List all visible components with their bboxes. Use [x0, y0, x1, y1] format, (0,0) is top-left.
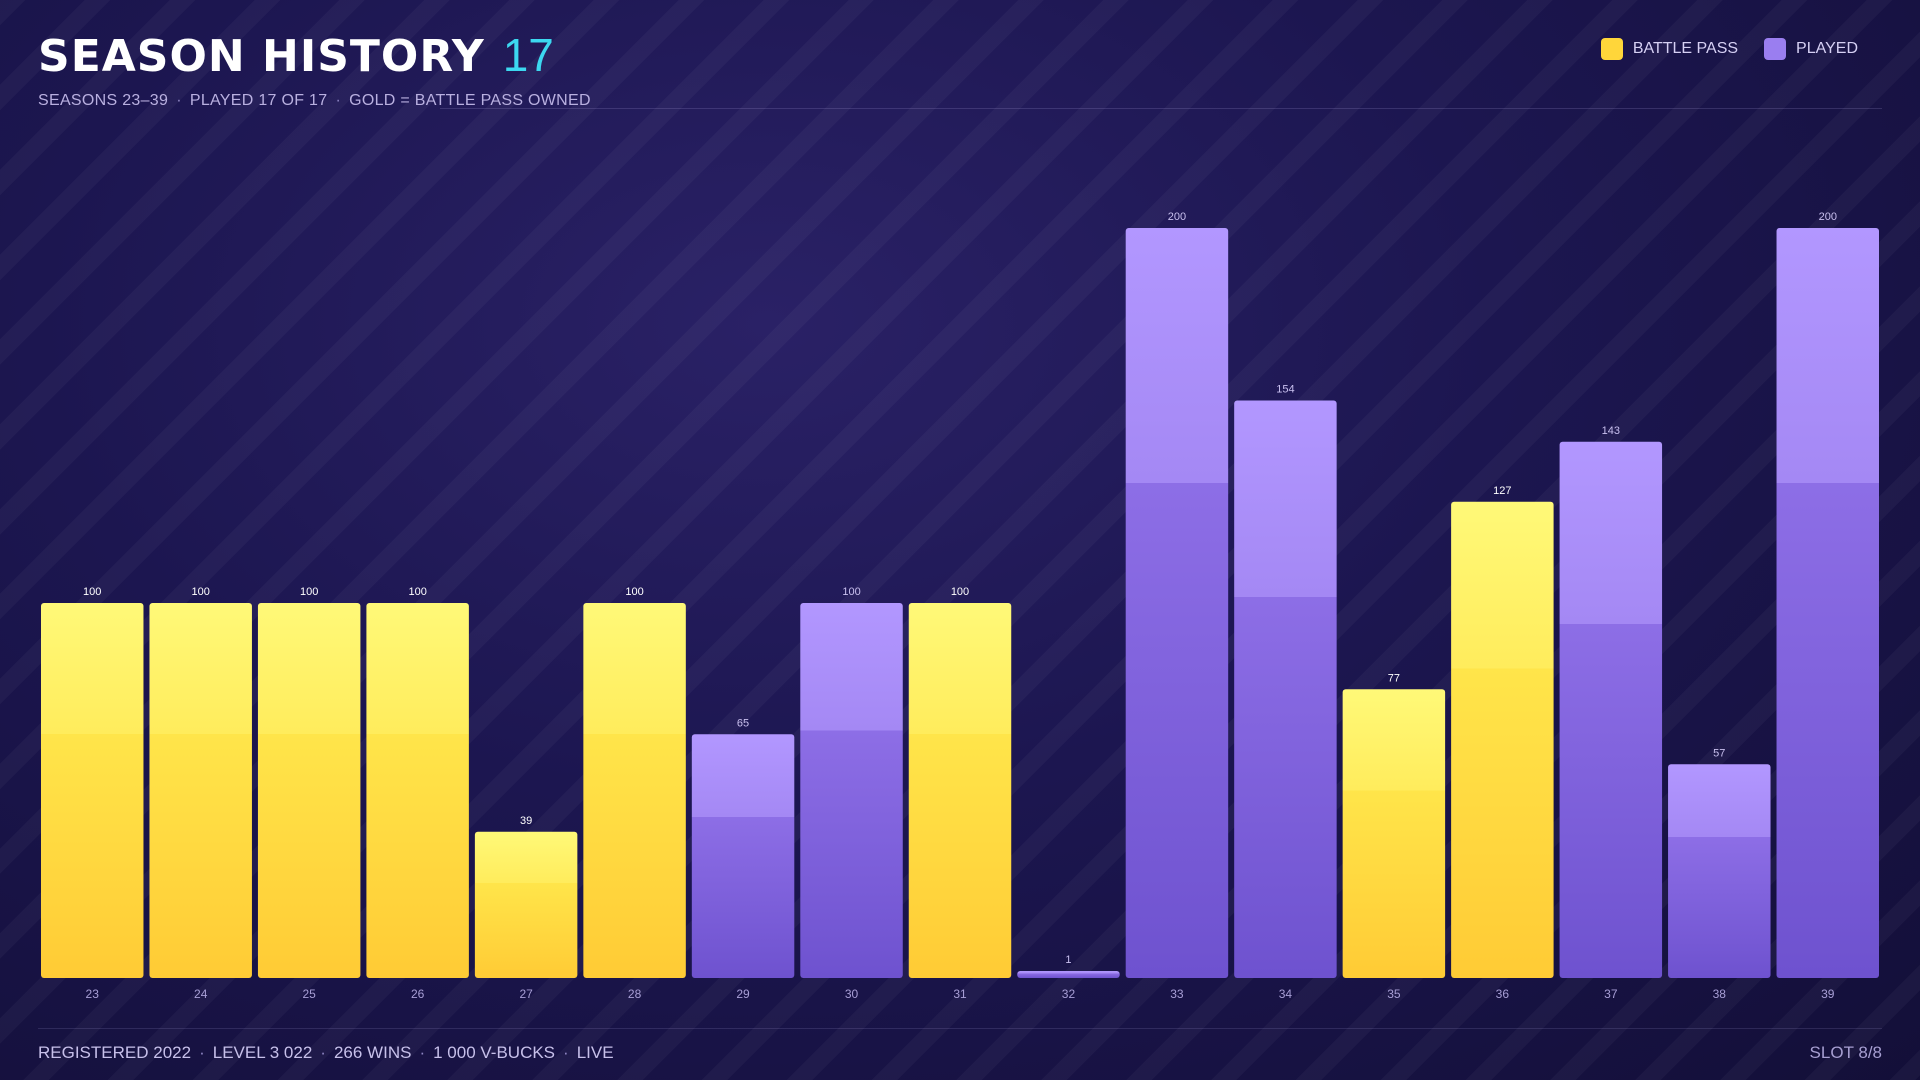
- footer-slot: SLOT 8/8: [1809, 1043, 1882, 1062]
- bar-value-label: 100: [842, 586, 860, 598]
- legend-item-battle-pass: BATTLE PASS: [1600, 38, 1739, 60]
- bar-value-label: 100: [951, 586, 969, 598]
- chart-legend: BATTLE PASS PLAYED: [1600, 38, 1858, 60]
- x-tick-label: 24: [194, 987, 208, 1001]
- footer-status: LIVE: [576, 1043, 614, 1062]
- season-count: 17: [502, 29, 554, 81]
- bar-value-label: 200: [1819, 211, 1837, 223]
- bar-season-30: [800, 603, 903, 978]
- subtitle-played: PLAYED 17 OF 17: [189, 92, 328, 109]
- footer-stats: REGISTERED 2022 · LEVEL 3 022 · 266 WINS · 1 0…: [38, 1043, 614, 1063]
- bar-value-label: 1: [1065, 954, 1071, 966]
- bar-value-label: 100: [300, 586, 318, 598]
- x-tick-label: 30: [845, 987, 859, 1001]
- bar-season-35: [1342, 689, 1446, 978]
- bar-season-38: [1668, 764, 1771, 978]
- legend-swatch-battle-pass: [1600, 38, 1623, 60]
- legend-label-played: PLAYED: [1796, 40, 1858, 57]
- bar-season-27: [474, 831, 578, 978]
- bar-season-28: [583, 603, 686, 978]
- x-tick-label: 37: [1604, 987, 1618, 1001]
- footer-separator: ·: [320, 1043, 326, 1062]
- subtitle-separator: ·: [335, 92, 342, 109]
- header: SEASON HISTORY 17: [38, 28, 554, 82]
- bar-value-label: 100: [192, 586, 210, 598]
- x-tick-label: 29: [736, 987, 750, 1001]
- bar-value-label: 100: [83, 586, 101, 598]
- footer-level: LEVEL 3 022: [212, 1043, 313, 1062]
- x-tick-label: 27: [519, 987, 533, 1001]
- bar-season-36: [1451, 501, 1554, 978]
- bar-season-39: [1776, 228, 1879, 978]
- header-divider: [440, 108, 1882, 109]
- bar-value-label: 200: [1168, 211, 1186, 223]
- bar-season-25: [257, 603, 361, 978]
- x-tick-label: 31: [953, 987, 967, 1001]
- bar-season-34: [1234, 400, 1337, 978]
- x-tick-label: 38: [1713, 987, 1727, 1001]
- bar-season-24: [149, 603, 252, 978]
- bar-value-label: 65: [737, 717, 749, 729]
- bar-season-26: [366, 603, 469, 978]
- bar-season-23: [41, 603, 144, 978]
- bar-season-29: [691, 734, 795, 978]
- bar-value-label: 39: [520, 815, 532, 827]
- subtitle-note: GOLD = BATTLE PASS OWNED: [349, 92, 591, 109]
- legend-item-played: PLAYED: [1764, 38, 1858, 60]
- bar-value-label: 57: [1713, 747, 1725, 759]
- subtitle-separator: ·: [176, 92, 182, 109]
- bar-value-label: 127: [1493, 485, 1511, 497]
- x-tick-label: 28: [628, 987, 642, 1001]
- bar-value-label: 100: [625, 586, 643, 598]
- footer-vbucks: 1 000 V-BUCKS: [433, 1043, 556, 1062]
- bar-value-label: 143: [1602, 425, 1620, 437]
- bar-season-32: [1017, 971, 1120, 978]
- x-tick-label: 33: [1170, 987, 1184, 1001]
- bar-season-33: [1125, 228, 1229, 978]
- bar-value-label: 154: [1276, 384, 1294, 396]
- bar-season-37: [1559, 441, 1663, 978]
- footer-wins: 266 WINS: [333, 1043, 412, 1062]
- footer-registered: REGISTERED 2022: [38, 1043, 192, 1062]
- page-title: SEASON HISTORY: [38, 31, 485, 82]
- bar-value-label: 100: [408, 586, 426, 598]
- bar-season-31: [908, 603, 1012, 978]
- bar-value-label: 77: [1388, 672, 1400, 684]
- subtitle-range: SEASONS 23–39: [38, 92, 169, 109]
- x-tick-label: 35: [1387, 987, 1401, 1001]
- subtitle: SEASONS 23–39 · PLAYED 17 OF 17 · GOLD = BAT…: [38, 92, 591, 110]
- x-tick-label: 34: [1279, 987, 1293, 1001]
- x-tick-label: 25: [302, 987, 316, 1001]
- x-tick-label: 39: [1821, 987, 1835, 1001]
- legend-swatch-played: [1764, 38, 1787, 60]
- x-tick-label: 26: [411, 987, 425, 1001]
- x-tick-label: 23: [86, 987, 100, 1001]
- x-tick-label: 32: [1062, 987, 1076, 1001]
- footer-separator: ·: [419, 1043, 426, 1062]
- x-tick-label: 36: [1496, 987, 1510, 1001]
- footer-divider: [38, 1028, 1882, 1029]
- legend-label-battle-pass: BATTLE PASS: [1632, 40, 1739, 57]
- bars-group: 100 23 100 24 100 25 100 26 39 27 100 28 65 29 100 30 10…: [41, 211, 1879, 1001]
- footer-separator: ·: [563, 1043, 569, 1062]
- footer-separator: ·: [199, 1043, 205, 1062]
